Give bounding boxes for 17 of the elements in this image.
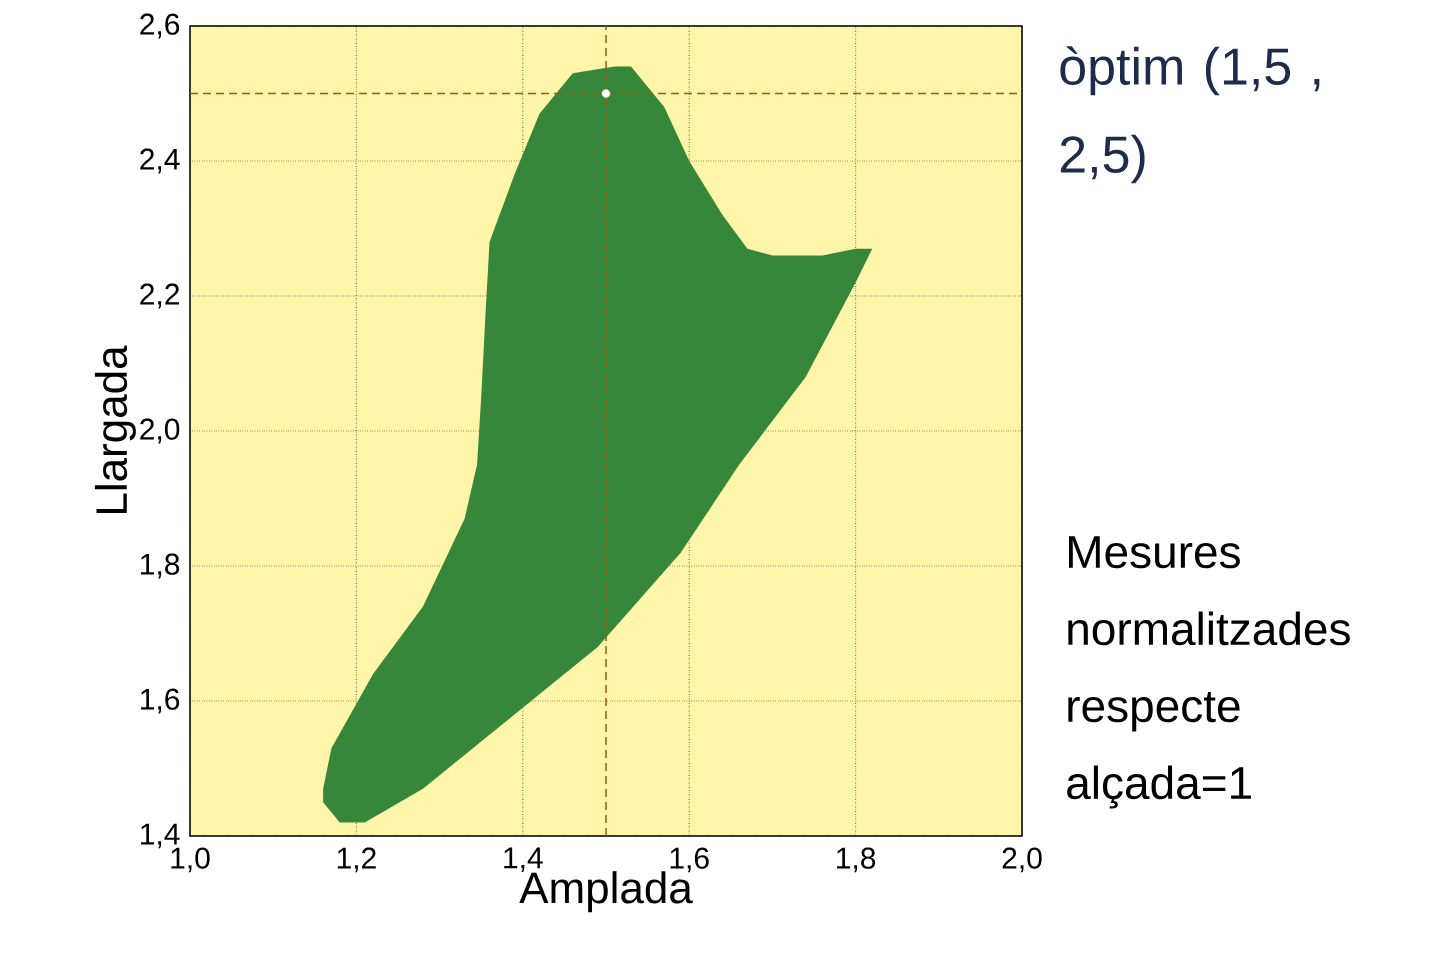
y-tick-label: 2,6 bbox=[140, 13, 180, 39]
x-tick-label: 1,6 bbox=[670, 847, 709, 873]
y-tick-label: 2,0 bbox=[140, 418, 180, 444]
x-tick-label: 1,0 bbox=[171, 847, 210, 873]
y-tick-label: 1,6 bbox=[141, 688, 180, 714]
y-axis-title: Llargada bbox=[94, 345, 136, 514]
y-tick-label: 2,4 bbox=[140, 148, 180, 174]
y-tick-label: 1,4 bbox=[141, 823, 180, 849]
y-tick-label: 1,8 bbox=[141, 553, 180, 579]
text: Mesures normalitzades respecte alçada=1 bbox=[1067, 536, 1350, 809]
x-tick-label: 1,2 bbox=[337, 847, 376, 873]
x-tick-label: 1,4 bbox=[504, 847, 543, 873]
y-tick-label: 2,2 bbox=[140, 283, 179, 309]
x-tick-label: 2,0 bbox=[1002, 847, 1042, 873]
x-axis-title: Amplada bbox=[519, 871, 693, 913]
text: òptim (1,5 , 2,5) bbox=[1060, 46, 1320, 184]
x-tick-label: 1,8 bbox=[837, 847, 876, 873]
